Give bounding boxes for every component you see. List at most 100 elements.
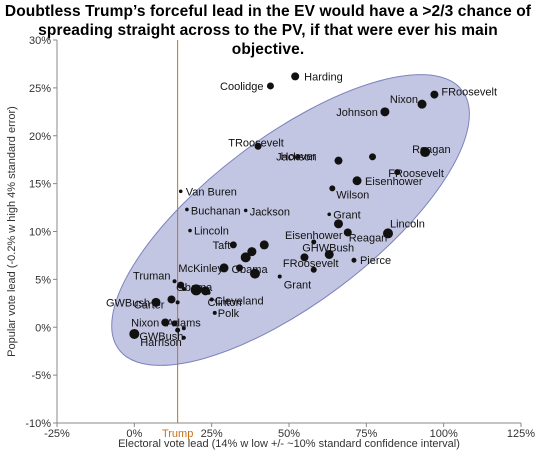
data-point — [394, 169, 401, 176]
point-label: GWBush — [106, 297, 150, 309]
data-point — [151, 297, 161, 307]
y-tick-label: 10% — [29, 227, 51, 239]
x-tick-label: 100% — [430, 428, 458, 440]
data-point — [236, 264, 244, 272]
axes-layer: -10% -5% 0% 5% 10% 15% 20% 25% 30% -25% 0% 25% 50% 75… — [25, 35, 535, 440]
data-point — [175, 327, 181, 333]
data-point — [172, 279, 177, 284]
point-label: Truman — [133, 270, 171, 282]
data-point — [188, 228, 192, 233]
data-point — [300, 253, 309, 262]
point-label: Van Buren — [186, 186, 237, 198]
y-tick-label: 0% — [35, 322, 51, 334]
point-label: Adams — [167, 317, 202, 329]
point-labels-layer: Harding Coolidge FRoosevelt Nixon Johnson TRo… — [106, 71, 497, 348]
point-label: GWBush — [139, 331, 183, 343]
data-point — [352, 176, 362, 186]
data-point — [247, 247, 257, 257]
data-point — [177, 281, 185, 289]
data-point — [333, 219, 343, 229]
chart-title-line-1: Doubtless Trump’s forceful lead in the E… — [4, 3, 532, 20]
data-point — [240, 252, 251, 263]
point-label: Jackson — [276, 152, 316, 164]
point-label: FRoosevelt — [388, 168, 444, 180]
data-point — [324, 249, 334, 259]
confidence-ellipse — [111, 74, 470, 366]
point-label: Hoover — [281, 151, 317, 163]
data-point — [291, 72, 300, 81]
data-point — [175, 300, 180, 305]
point-label: Johnson — [336, 107, 378, 119]
y-tick-label: -5% — [31, 370, 51, 382]
x-tick-label: 50% — [278, 428, 300, 440]
point-label: Reagan — [349, 232, 388, 244]
data-point — [243, 208, 248, 213]
data-point — [369, 153, 377, 161]
x-axis-label: Electoral vote lead (14% w low +/- ~10% … — [118, 438, 460, 450]
point-label: Harding — [304, 71, 343, 83]
data-point — [167, 295, 176, 304]
data-point — [329, 185, 336, 192]
data-point — [249, 268, 260, 279]
point-label: Grant — [284, 280, 312, 292]
point-label: FRoosevelt — [441, 87, 497, 99]
point-label: FRoosevelt — [283, 258, 339, 270]
data-point — [229, 241, 237, 249]
data-point — [259, 240, 269, 250]
y-tick-label: 25% — [29, 83, 51, 95]
point-label: Lincoln — [390, 218, 425, 230]
data-point — [311, 239, 317, 245]
point-label: Clinton — [207, 297, 241, 309]
point-label: Nixon — [390, 94, 418, 106]
y-tick-label: 15% — [29, 179, 51, 191]
y-tick-label: 30% — [29, 35, 51, 47]
data-point — [420, 147, 431, 158]
y-tick-label: 20% — [29, 131, 51, 143]
data-point — [219, 263, 229, 273]
x-tick-label: 125% — [507, 428, 535, 440]
y-tick-label: 5% — [35, 274, 51, 286]
point-label: Lincoln — [194, 226, 229, 238]
data-point — [181, 326, 186, 331]
point-label: Pierce — [360, 255, 391, 267]
point-label: Grant — [333, 209, 361, 221]
data-point — [206, 290, 211, 295]
confidence-ellipse-layer — [111, 74, 470, 366]
y-axis-label: Popular vote lead (-0.2% w high 4% stand… — [6, 106, 18, 357]
data-point — [310, 266, 317, 273]
data-point — [181, 286, 186, 291]
point-label: Reagan — [412, 144, 451, 156]
point-label: Cleveland — [215, 295, 264, 307]
point-label: TRoosevelt — [228, 137, 284, 149]
data-point — [161, 318, 170, 327]
x-tick-label: 0% — [126, 428, 142, 440]
data-point — [266, 82, 274, 90]
data-point — [430, 90, 439, 99]
data-point — [417, 99, 427, 109]
data-point — [277, 274, 282, 279]
data-point — [129, 328, 140, 339]
y-tick-label: -10% — [25, 418, 51, 430]
point-label: Polk — [218, 308, 240, 320]
point-label: Wilson — [336, 189, 369, 201]
point-label: GHWBush — [302, 242, 354, 254]
data-point — [334, 156, 343, 165]
data-point — [209, 297, 214, 302]
data-point — [212, 310, 217, 315]
point-label: Obama — [232, 264, 269, 276]
point-label: Taft — [213, 240, 231, 252]
points-layer — [129, 72, 439, 340]
data-point — [171, 320, 178, 327]
data-point — [351, 257, 357, 263]
chart-title-line-2: spreading straight across to the PV, if … — [38, 22, 498, 58]
point-label: Jackson — [250, 206, 290, 218]
data-point — [382, 228, 393, 239]
chart-title: Doubtless Trump’s forceful lead in the E… — [0, 2, 536, 59]
x-tick-label: 25% — [201, 428, 223, 440]
point-label: Harrison — [140, 337, 182, 349]
point-label: Eisenhower — [365, 176, 423, 188]
trump-reference-label: Trump — [162, 428, 193, 440]
point-label: McKinley — [178, 263, 223, 275]
